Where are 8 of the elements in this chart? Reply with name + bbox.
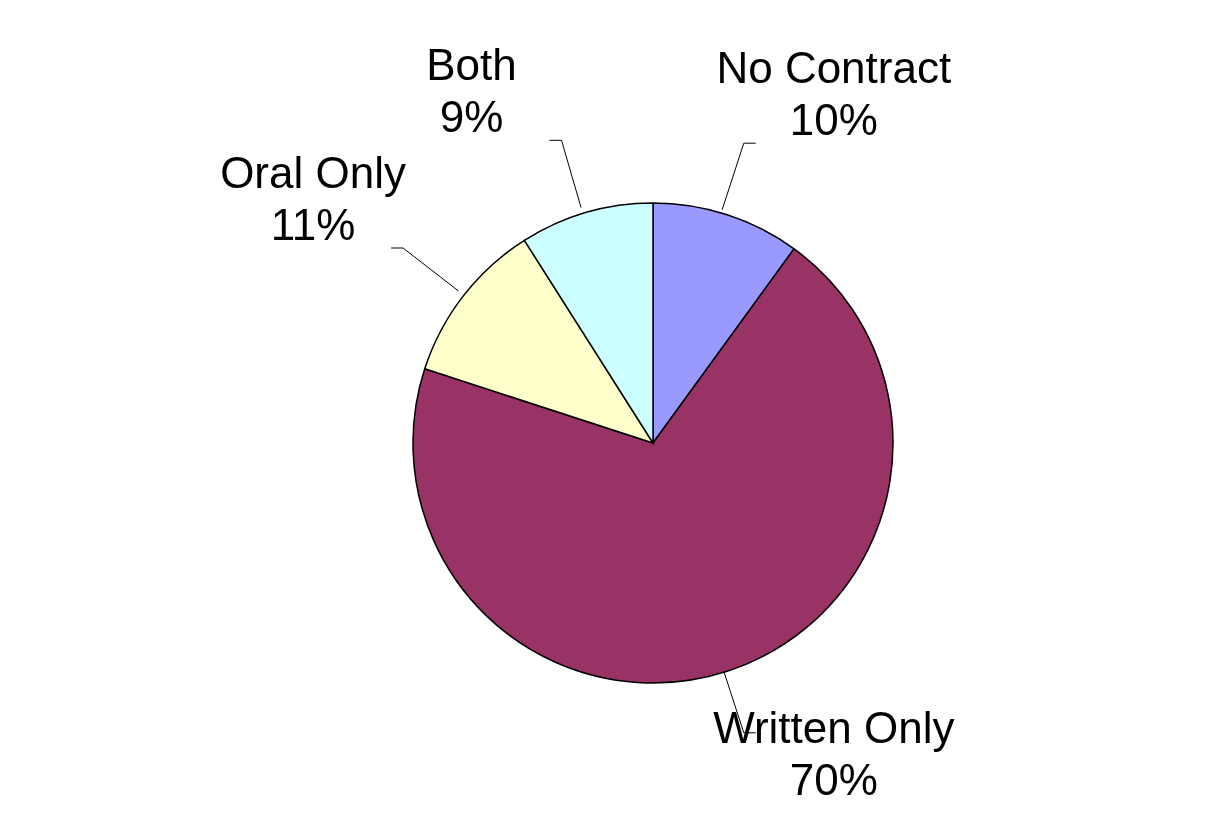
slice-label: Written Only	[713, 702, 955, 752]
slice-label: No Contract	[716, 43, 952, 93]
data-label: 70%	[789, 754, 878, 804]
data-label: 10%	[789, 95, 878, 145]
slice-label: Oral Only	[220, 148, 406, 197]
data-label: 9%	[439, 92, 504, 142]
slice-label: Both	[426, 40, 517, 90]
data-label: 11%	[270, 200, 356, 249]
